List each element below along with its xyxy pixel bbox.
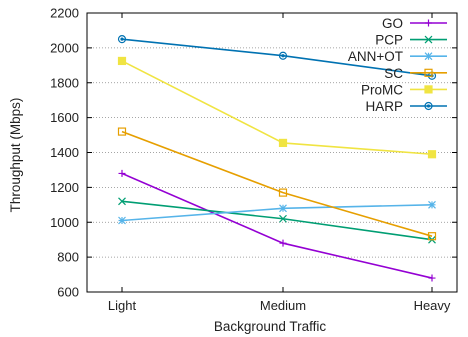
legend-item: HARP (365, 99, 447, 114)
y-tick-label: 1400 (50, 145, 79, 160)
data-point (278, 51, 288, 60)
data-point-center (120, 37, 124, 41)
data-point (117, 127, 127, 136)
series-go (118, 169, 436, 282)
legend-label: GO (382, 16, 403, 31)
data-point-center (281, 54, 285, 58)
data-point (427, 232, 437, 241)
legend-label: ANN+OT (348, 49, 403, 64)
data-point (279, 204, 287, 213)
data-point (117, 35, 127, 44)
y-axis-ticks: 600 800 1000 1200 1400 1600 1800 2000 2200 (50, 6, 457, 300)
legend-item: ProMC (361, 82, 447, 97)
x-axis-ticks: Light Medium Heavy (108, 13, 451, 313)
series-lines (117, 35, 437, 282)
series-pcp (118, 197, 436, 244)
data-point (279, 214, 287, 223)
legend-label: HARP (365, 99, 403, 114)
series-line (121, 200, 433, 241)
series-promc (117, 56, 437, 159)
legend-label: SC (384, 66, 403, 81)
data-point (279, 239, 287, 247)
data-point (278, 138, 288, 148)
data-point (118, 197, 126, 206)
series-line (121, 130, 433, 237)
data-point (118, 169, 126, 177)
data-point (424, 35, 433, 44)
legend-label: PCP (375, 33, 403, 48)
legend-item: SC (384, 66, 447, 81)
data-point (278, 188, 288, 197)
legend-item: PCP (375, 33, 447, 48)
y-tick-label: 600 (57, 285, 79, 300)
data-point (425, 19, 432, 27)
legend-item: GO (382, 16, 447, 31)
x-axis-title: Background Traffic (214, 319, 327, 334)
data-point (427, 150, 437, 159)
data-point (117, 56, 127, 66)
y-tick-label: 800 (57, 250, 79, 265)
y-tick-label: 2000 (50, 40, 79, 55)
legend-label: ProMC (361, 82, 403, 97)
x-tick-label: Heavy (414, 298, 451, 313)
data-point (428, 274, 436, 282)
series-sc (117, 127, 437, 241)
y-axis-title: Throughput (Mbps) (8, 98, 23, 213)
data-point (424, 52, 433, 61)
series-ann-ot (118, 200, 436, 225)
data-point (428, 200, 436, 209)
y-tick-label: 1800 (50, 75, 79, 90)
x-tick-label: Medium (260, 298, 306, 313)
y-tick-label: 1000 (50, 215, 79, 230)
legend-item: ANN+OT (348, 49, 447, 64)
series-line (121, 172, 433, 279)
data-point-center (426, 104, 431, 108)
data-point (118, 216, 126, 225)
data-point (424, 68, 433, 77)
x-tick-label: Light (108, 298, 137, 313)
y-tick-label: 1200 (50, 180, 79, 195)
y-tick-label: 2200 (50, 6, 79, 21)
data-point (424, 101, 433, 111)
y-tick-label: 1600 (50, 110, 79, 125)
data-point (424, 85, 433, 94)
